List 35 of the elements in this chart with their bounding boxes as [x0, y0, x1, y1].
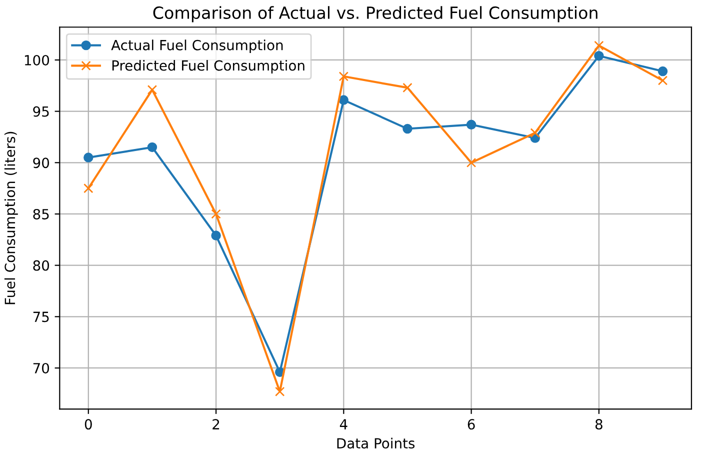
- point: [658, 76, 668, 86]
- point: [466, 158, 476, 168]
- point: [402, 82, 412, 93]
- x-tick-label: 0: [84, 419, 92, 430]
- y-tick-label: 90: [33, 158, 50, 168]
- point: [84, 183, 94, 194]
- x-tick-label: 6: [468, 419, 475, 430]
- point: [594, 51, 604, 61]
- point: [338, 95, 349, 105]
- point: [466, 120, 476, 130]
- point: [84, 152, 94, 162]
- point: [211, 209, 221, 219]
- point: [594, 40, 604, 50]
- y-tick-label: 70: [33, 362, 50, 374]
- y-tick-label: 95: [33, 106, 49, 117]
- y-tick-label: 85: [33, 208, 49, 220]
- point: [658, 66, 668, 76]
- point: [211, 230, 221, 240]
- x-axis-title: Data Points: [337, 438, 415, 449]
- y-tick-label: 75: [33, 312, 49, 322]
- y-tick-label: 100: [24, 54, 50, 66]
- x-tick-label: 8: [595, 419, 602, 430]
- point: [402, 124, 412, 134]
- y-axis-title: Fuel Consumption (liters): [4, 132, 18, 304]
- x-tick-label: 4: [340, 419, 348, 430]
- point: [338, 72, 349, 82]
- y-tick-label: 80: [33, 260, 50, 271]
- point: [147, 84, 158, 95]
- legend-label: Actual Fuel Consumption: [111, 40, 283, 54]
- x-tick-label: 2: [212, 419, 220, 430]
- point: [147, 142, 158, 152]
- point: [530, 128, 540, 138]
- legend-label: Predicted Fuel Consumption: [112, 60, 304, 74]
- chart-title: Comparison of Actual vs. Predicted Fuel Consumption: [153, 6, 598, 22]
- point: [274, 386, 285, 396]
